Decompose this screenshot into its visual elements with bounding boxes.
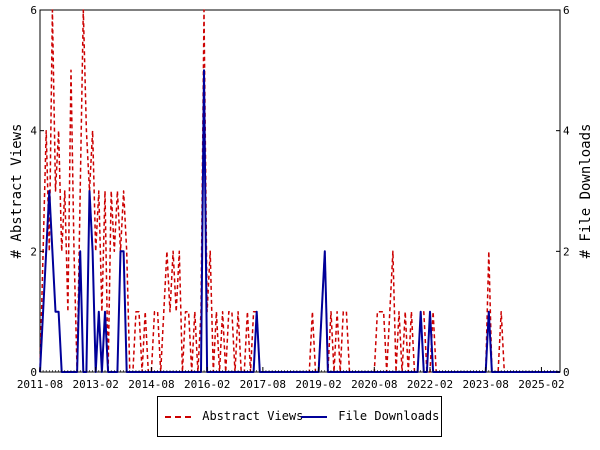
x-tick-label: 2013-02 <box>73 378 119 391</box>
axis-layer: 0 0 2 2 4 4 6 6 2011-08 2013-02 2014-08 2016-02 2017… <box>17 4 570 391</box>
x-tick-label: 2014-08 <box>128 378 174 391</box>
legend-swatch-file-downloads <box>301 415 327 418</box>
x-tick-label: 2011-08 <box>17 378 63 391</box>
legend-label-abstract-views: Abstract Views <box>202 409 304 423</box>
legend-label-file-downloads: File Downloads <box>338 409 440 423</box>
y-right-axis-label: # File Downloads <box>578 124 594 259</box>
x-tick-label: 2017-08 <box>240 378 286 391</box>
y-right-tick-label: 2 <box>563 245 570 258</box>
y-left-tick-label: 0 <box>30 366 37 379</box>
y-left-axis-label: # Abstract Views <box>9 124 25 259</box>
y-right-tick-label: 6 <box>563 4 570 17</box>
y-left-tick-label: 4 <box>30 125 37 138</box>
x-tick-label: 2016-02 <box>184 378 230 391</box>
x-tick-label: 2023-08 <box>463 378 509 391</box>
x-tick-label: 2020-08 <box>351 378 397 391</box>
x-tick-label: 2022-02 <box>407 378 453 391</box>
y-right-tick-label: 0 <box>563 366 570 379</box>
legend-swatch-abstract-views <box>165 415 191 418</box>
legend: Abstract Views File Downloads <box>157 396 442 437</box>
y-left-tick-label: 6 <box>30 4 37 17</box>
y-left-tick-label: 2 <box>30 245 37 258</box>
y-right-tick-label: 4 <box>563 125 570 138</box>
x-tick-label: 2025-02 <box>518 378 564 391</box>
legend-item-file-downloads: File Downloads <box>301 409 439 423</box>
legend-item-abstract-views: Abstract Views <box>165 409 303 423</box>
x-tick-label: 2019-02 <box>295 378 341 391</box>
plot-area <box>39 9 561 373</box>
